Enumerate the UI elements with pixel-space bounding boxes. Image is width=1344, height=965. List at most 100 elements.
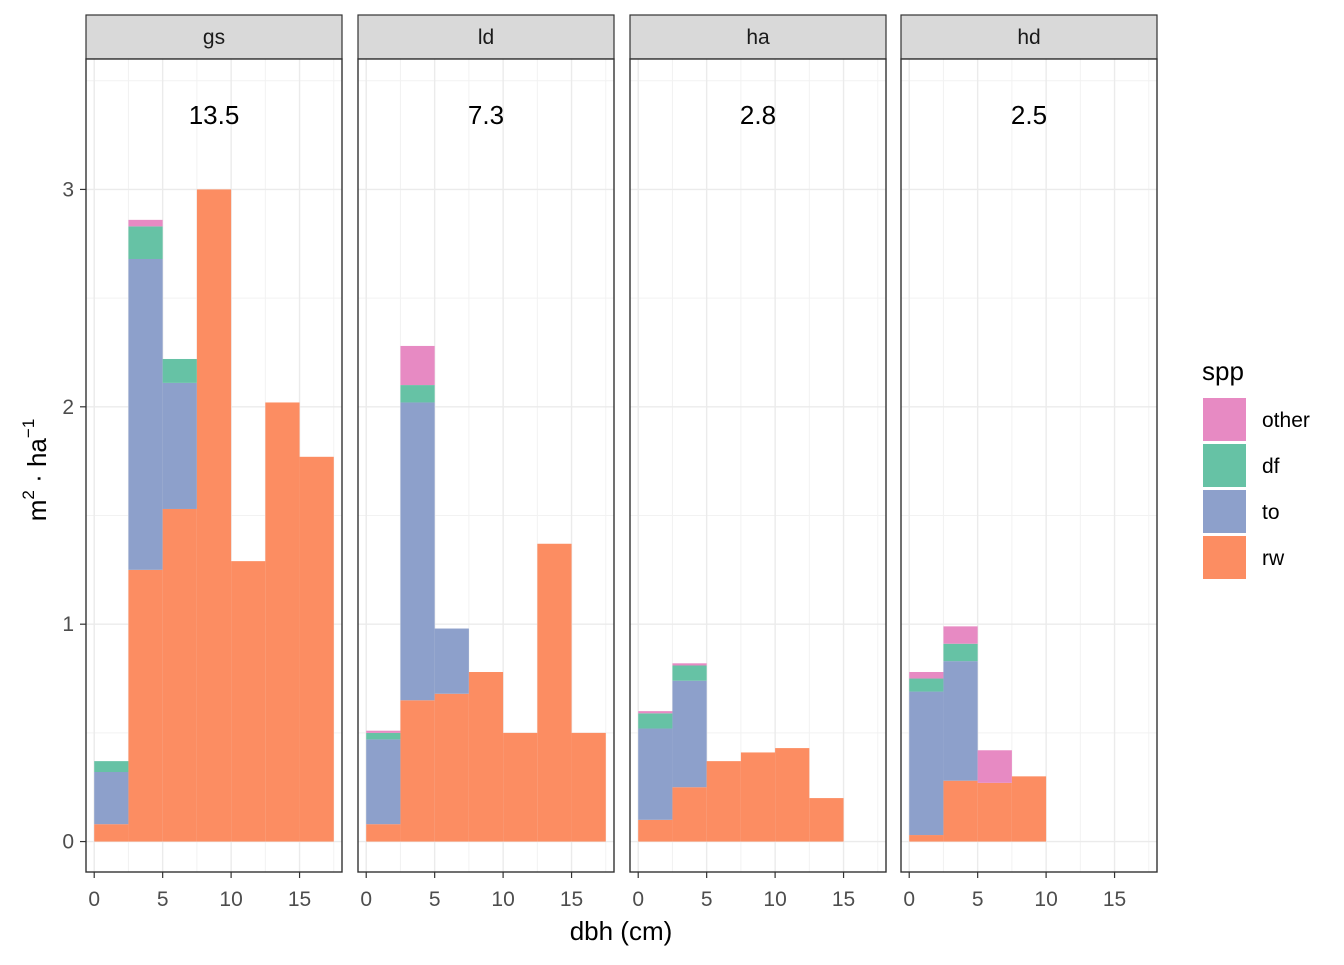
- bar-segment-rw: [1011, 776, 1047, 842]
- legend-key-to: [1203, 490, 1246, 533]
- bar-segment-df: [943, 643, 978, 662]
- legend-label-to: to: [1262, 501, 1280, 524]
- x-tick-label: 10: [763, 888, 786, 911]
- x-tick-label: 10: [219, 888, 242, 911]
- bar-segment-df: [909, 678, 944, 692]
- bar-segment-to: [909, 691, 944, 836]
- legend-key-rw: [1203, 536, 1246, 579]
- bar-segment-rw: [775, 748, 810, 842]
- facet-strip: [629, 14, 887, 60]
- bar-segment-rw: [809, 798, 844, 842]
- bar-segment-rw: [706, 761, 741, 842]
- bar-segment-other: [366, 730, 401, 733]
- bar-segment-df: [638, 713, 673, 729]
- legend-label-rw: rw: [1262, 547, 1285, 570]
- x-tick-label: 15: [560, 888, 583, 911]
- facet-strip: [900, 14, 1158, 60]
- bar-segment-other: [977, 750, 1012, 783]
- bars: [366, 345, 606, 842]
- bar-segment-rw: [571, 732, 606, 842]
- bar-segment-rw: [400, 700, 435, 842]
- y-title-unit-m: m: [22, 500, 52, 522]
- bar-segment-other: [638, 711, 673, 714]
- bar-segment-other: [128, 219, 163, 227]
- bar-segment-rw: [740, 752, 776, 842]
- x-tick-label: 5: [157, 888, 169, 911]
- legend-key-df: [1203, 444, 1246, 487]
- legend-label-other: other: [1262, 409, 1310, 432]
- facet-panel-hd: hd 2.5 0 5 10 15: [900, 14, 1158, 911]
- x-tick-label: 0: [632, 888, 644, 911]
- bar-segment-df: [366, 732, 401, 740]
- bar-segment-to: [128, 258, 163, 570]
- x-tick-label: 5: [972, 888, 984, 911]
- bar-segment-df: [400, 385, 435, 403]
- bar-segment-rw: [943, 780, 978, 842]
- bar-segment-rw: [265, 402, 300, 842]
- bar-segment-to: [672, 680, 707, 788]
- x-tick-label: 15: [832, 888, 855, 911]
- bar-segment-rw: [537, 543, 572, 842]
- panel-total-label: 13.5: [189, 100, 240, 130]
- x-tick-label: 0: [360, 888, 372, 911]
- y-tick-label: 3: [62, 178, 74, 201]
- bar-segment-df: [162, 358, 197, 383]
- x-tick-label: 15: [288, 888, 311, 911]
- panel-total-label: 2.8: [740, 100, 776, 130]
- facet-strip-label: gs: [203, 26, 225, 49]
- y-title-superscript: −1: [19, 419, 38, 438]
- bar-segment-rw: [468, 672, 504, 842]
- panel-border: [900, 58, 1158, 873]
- x-tick-label: 0: [88, 888, 100, 911]
- x-axis-title: dbh (cm): [570, 916, 673, 946]
- x-tick-label: 10: [1034, 888, 1057, 911]
- panel-border: [85, 58, 343, 873]
- x-tick-label: 0: [903, 888, 915, 911]
- bar-segment-rw: [94, 824, 129, 842]
- bar-segment-rw: [434, 693, 469, 842]
- facet-strip-label: hd: [1017, 26, 1040, 49]
- legend: spp other df to rw: [1202, 356, 1310, 579]
- bar-segment-rw: [638, 819, 673, 842]
- bar-segment-df: [128, 226, 163, 259]
- bar-segment-other: [400, 345, 435, 386]
- bar-segment-rw: [299, 456, 334, 842]
- panel-total-label: 2.5: [1011, 100, 1047, 130]
- bars: [909, 626, 1047, 842]
- y-tick-label: 2: [62, 396, 74, 419]
- y-title-dot: ·: [22, 467, 52, 490]
- facet-panel-ld: ld 7.3 0 5 10 15: [357, 14, 615, 911]
- bars: [638, 663, 844, 842]
- x-tick-label: 15: [1103, 888, 1126, 911]
- bar-segment-rw: [909, 835, 944, 842]
- bar-segment-other: [672, 663, 707, 666]
- bar-segment-rw: [231, 561, 266, 842]
- facet-strip-label: ld: [478, 26, 494, 49]
- bar-segment-to: [94, 772, 129, 825]
- bar-segment-rw: [366, 824, 401, 842]
- x-tick-label: 10: [491, 888, 514, 911]
- bar-segment-rw: [128, 569, 163, 842]
- legend-key-other: [1203, 398, 1246, 441]
- panel-border: [629, 58, 887, 873]
- y-tick-label: 1: [62, 613, 74, 636]
- facet-strip: [357, 14, 615, 60]
- facet-panel-ha: ha 2.8 0 5 10 15: [629, 14, 887, 911]
- legend-label-df: df: [1262, 455, 1280, 478]
- bar-segment-df: [94, 761, 129, 773]
- y-axis: 0 1 2 3: [62, 178, 86, 854]
- bar-segment-rw: [503, 732, 538, 842]
- bar-segment-to: [400, 402, 435, 701]
- y-title-unit-ha: ha: [22, 438, 52, 467]
- bar-segment-to: [638, 728, 673, 820]
- y-axis-title: m2 · ha−1: [19, 419, 52, 522]
- bar-segment-rw: [672, 787, 707, 842]
- y-title-superscript: 2: [19, 490, 38, 499]
- panel-total-label: 7.3: [468, 100, 504, 130]
- bar-segment-to: [943, 661, 978, 781]
- legend-title: spp: [1202, 356, 1244, 386]
- bar-segment-df: [672, 665, 707, 681]
- bars: [94, 189, 334, 842]
- facet-strip: [85, 14, 343, 60]
